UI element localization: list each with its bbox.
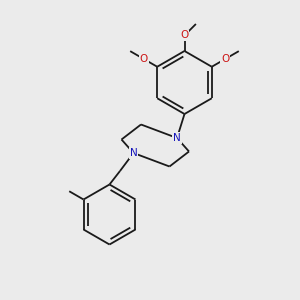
Text: O: O (140, 54, 148, 64)
Text: N: N (130, 148, 137, 158)
Text: N: N (173, 133, 181, 143)
Text: O: O (221, 54, 230, 64)
Text: O: O (180, 30, 189, 40)
